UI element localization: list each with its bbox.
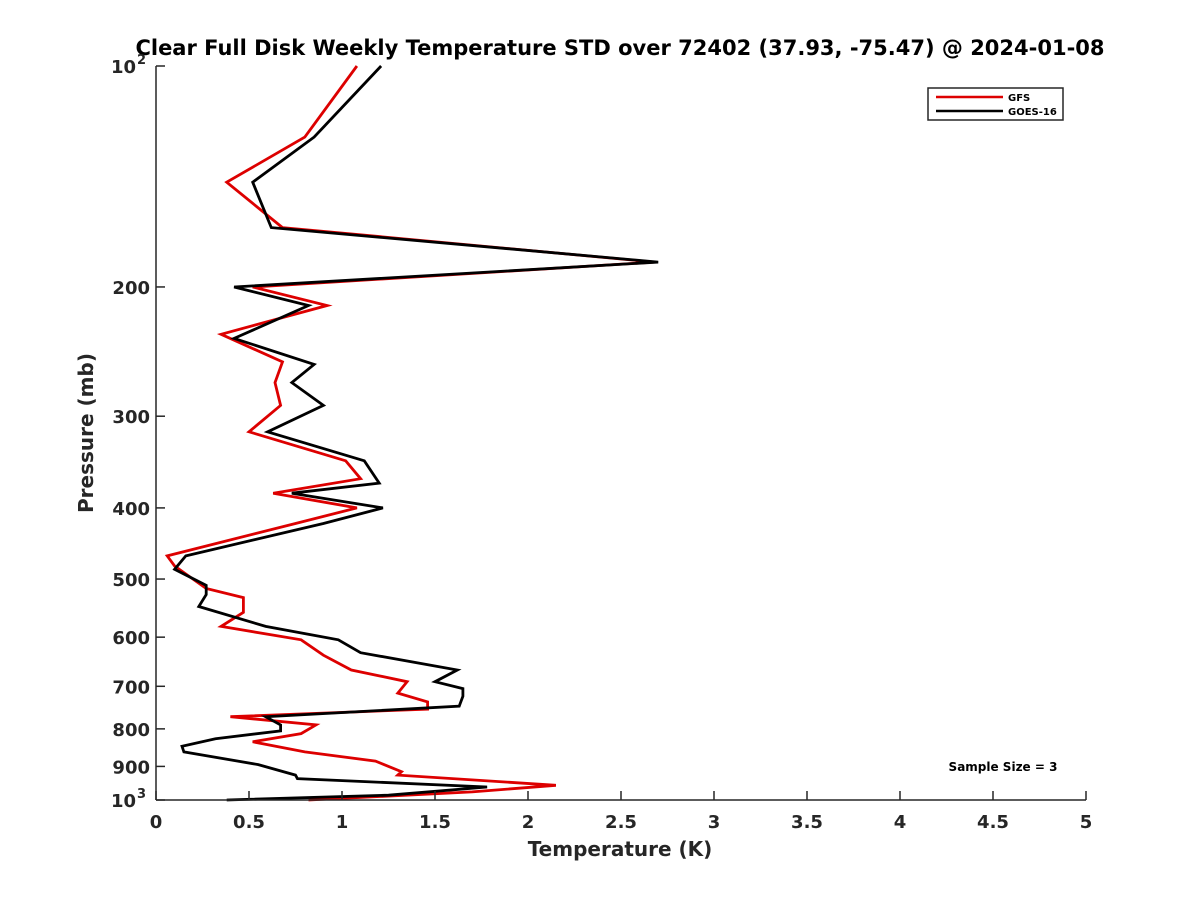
- y-tick-label: 700: [112, 677, 150, 698]
- x-tick-label: 2.5: [605, 812, 637, 833]
- y-tick-label: 200: [112, 278, 150, 299]
- y-tick-label-base: 10: [111, 57, 136, 78]
- x-axis-label: Temperature (K): [528, 837, 713, 861]
- legend-box: [927, 87, 1064, 121]
- y-tick-label: 300: [112, 407, 150, 428]
- y-tick-label: 900: [112, 757, 150, 778]
- x-tick-label: 3: [708, 812, 721, 833]
- x-tick-label: 0.5: [233, 812, 265, 833]
- legend: GFS GOES-16: [927, 87, 1064, 121]
- y-tick-label: 400: [112, 499, 150, 520]
- x-tick-label: 2: [522, 812, 535, 833]
- axes: 0 0.5 1 1.5 2 2.5 3 3.5 4 4.5 5 200 300 400 500 600 700 8…: [111, 53, 1092, 833]
- y-tick-label-exponent: 2: [137, 53, 146, 68]
- series-line-gfs: [164, 65, 655, 802]
- legend-label-gfs: GFS: [1008, 93, 1030, 104]
- x-tick-label: 5: [1080, 812, 1093, 833]
- x-tick-label: 0: [150, 812, 163, 833]
- y-axis-label: Pressure (mb): [74, 353, 98, 513]
- y-tick-label-base: 10: [111, 791, 136, 812]
- legend-label-goes-16: GOES-16: [1008, 107, 1057, 118]
- y-tick-label-exponent: 3: [137, 787, 146, 802]
- y-tick-label: 500: [112, 570, 150, 591]
- x-tick-label: 1: [336, 812, 349, 833]
- sample-size-annotation: Sample Size = 3: [949, 760, 1058, 774]
- y-tick-label: 600: [112, 628, 150, 649]
- series-group: [164, 65, 659, 802]
- y-tick-label-power: 10 3: [111, 787, 146, 812]
- x-tick-label: 1.5: [419, 812, 451, 833]
- series-line-goes-16: [172, 65, 659, 802]
- x-tick-label: 3.5: [791, 812, 823, 833]
- y-tick-label-power: 10 2: [111, 53, 146, 78]
- y-tick-label: 800: [112, 720, 150, 741]
- x-tick-label: 4.5: [977, 812, 1009, 833]
- x-tick-label: 4: [894, 812, 907, 833]
- chart-title: Clear Full Disk Weekly Temperature STD o…: [135, 36, 1104, 60]
